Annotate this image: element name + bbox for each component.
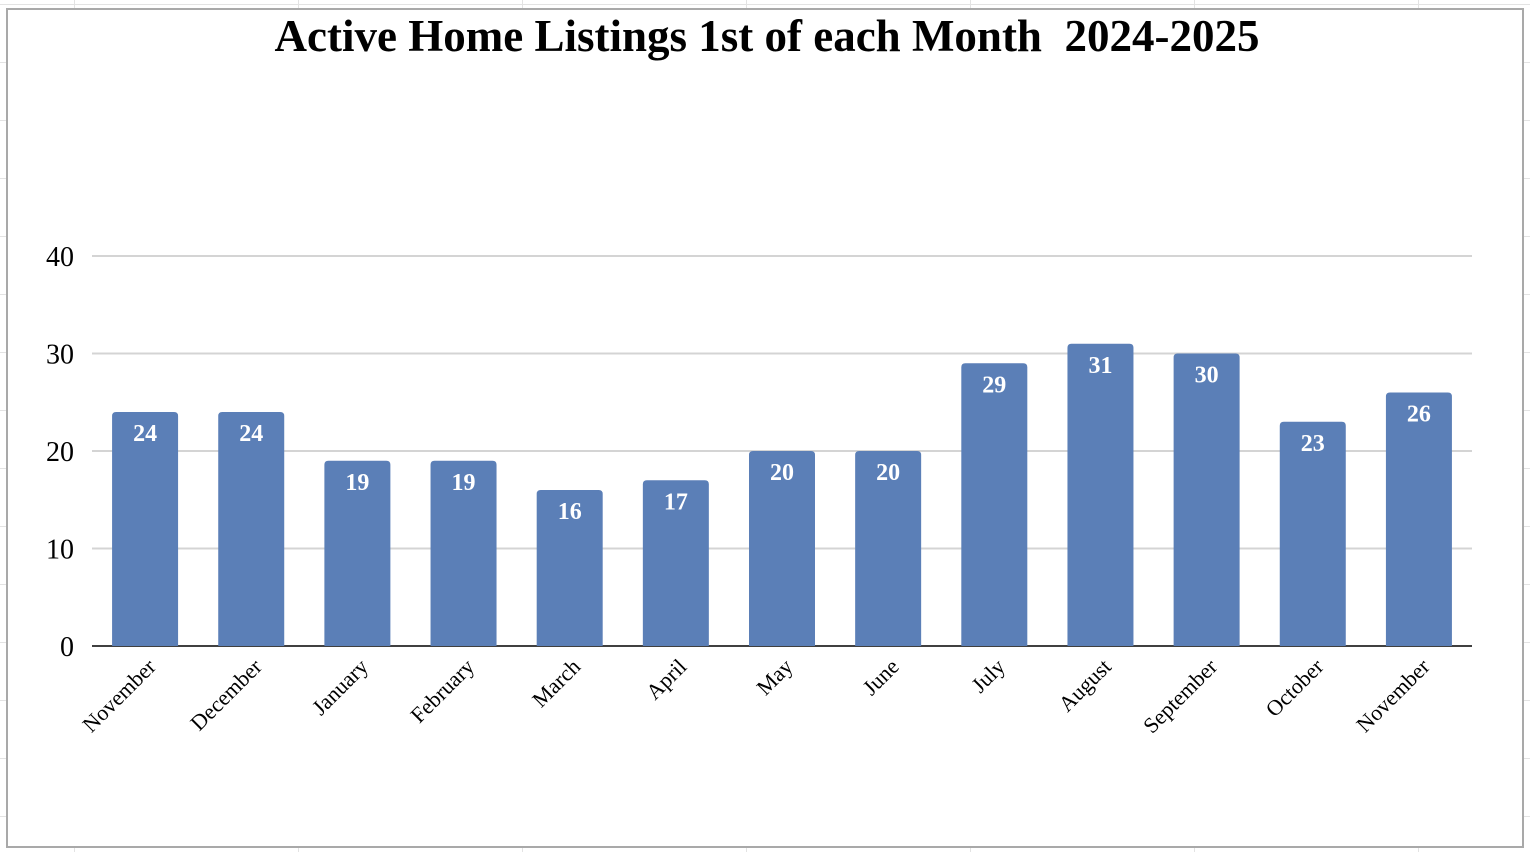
data-labels: 24 24 19 19 16 17 20 20 29 31 30 23 26 bbox=[133, 353, 1431, 525]
bar[interactable] bbox=[324, 460, 391, 646]
x-category-label: July bbox=[966, 654, 1010, 698]
bar-value-label: 24 bbox=[239, 421, 263, 447]
bar[interactable] bbox=[749, 451, 815, 646]
bar-value-label: 30 bbox=[1195, 363, 1219, 389]
y-tick-label: 0 bbox=[60, 632, 74, 663]
bar[interactable] bbox=[642, 480, 709, 646]
y-tick-label: 40 bbox=[46, 242, 74, 273]
bar-value-label: 20 bbox=[770, 460, 794, 486]
y-tick-label: 10 bbox=[46, 535, 74, 566]
bar[interactable] bbox=[1067, 343, 1134, 646]
y-tick-label: 30 bbox=[46, 340, 74, 371]
bar[interactable] bbox=[1173, 353, 1240, 647]
bar[interactable] bbox=[112, 412, 179, 646]
bar[interactable] bbox=[855, 451, 922, 646]
bar[interactable] bbox=[218, 412, 285, 646]
bar-value-label: 23 bbox=[1301, 431, 1325, 457]
bar-value-label: 19 bbox=[345, 470, 369, 496]
x-category-label: October bbox=[1261, 653, 1329, 721]
x-category-label: January bbox=[307, 654, 373, 720]
bar-value-label: 19 bbox=[452, 470, 476, 496]
chart-title: Active Home Listings 1st of each Month 2… bbox=[274, 11, 1260, 61]
bar[interactable] bbox=[1279, 421, 1346, 646]
x-category-label: March bbox=[527, 654, 585, 712]
bar-value-label: 24 bbox=[133, 421, 157, 447]
bar[interactable] bbox=[1385, 392, 1452, 647]
bar[interactable] bbox=[961, 363, 1028, 646]
bar-value-label: 31 bbox=[1088, 353, 1112, 379]
x-axis-categories: November December January February March Apri… bbox=[77, 653, 1435, 738]
x-category-label: May bbox=[751, 654, 797, 700]
y-axis-ticks: 0 10 20 30 40 bbox=[46, 242, 74, 663]
x-category-label: December bbox=[185, 653, 267, 735]
bar[interactable] bbox=[430, 460, 497, 646]
x-category-label: April bbox=[641, 654, 692, 705]
bar-value-label: 16 bbox=[558, 499, 582, 525]
x-category-label: August bbox=[1053, 654, 1116, 717]
x-category-label: September bbox=[1138, 653, 1223, 738]
x-category-label: February bbox=[405, 654, 479, 728]
bars bbox=[112, 343, 1452, 647]
x-category-label: November bbox=[1351, 653, 1435, 737]
bar[interactable] bbox=[536, 490, 603, 646]
bar-value-label: 29 bbox=[982, 372, 1006, 398]
bar-value-label: 26 bbox=[1407, 402, 1431, 428]
y-tick-label: 20 bbox=[46, 437, 74, 468]
x-category-label: November bbox=[77, 653, 161, 737]
bar-value-label: 17 bbox=[664, 489, 688, 515]
bar-value-label: 20 bbox=[876, 460, 900, 486]
x-category-label: June bbox=[857, 654, 903, 700]
